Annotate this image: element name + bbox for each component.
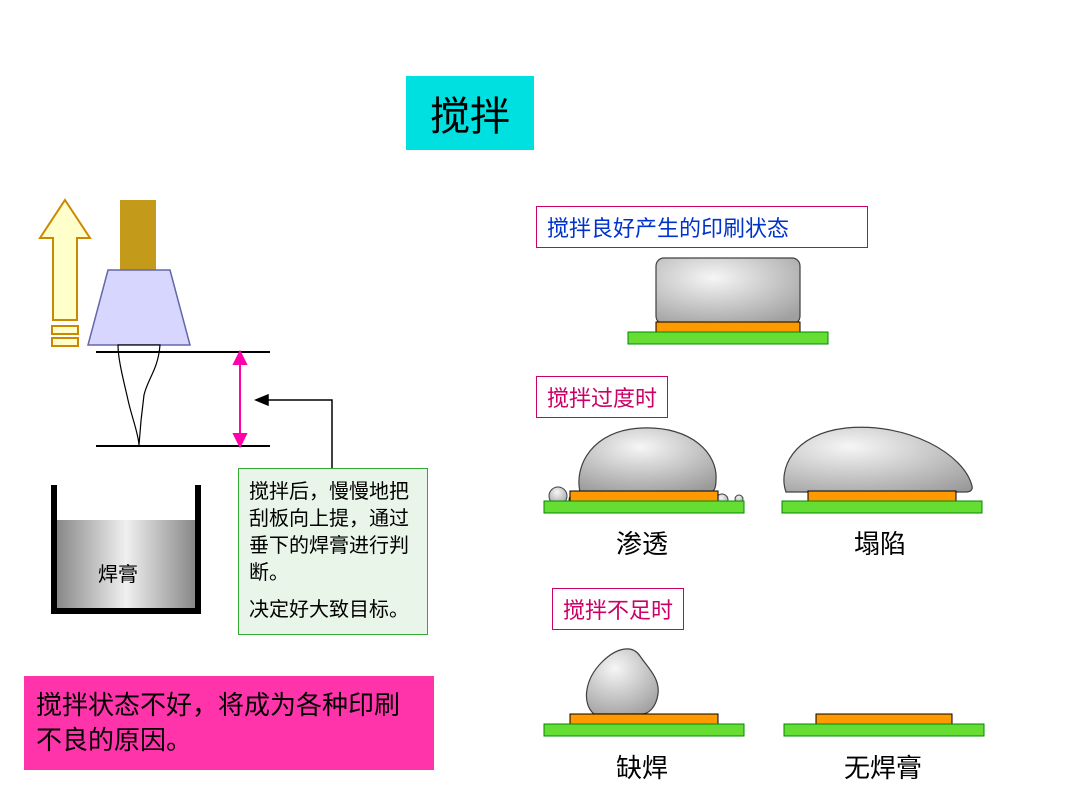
under-left-base (544, 724, 744, 736)
sample-over-left (532, 410, 762, 520)
jar-label: 焊膏 (98, 558, 138, 587)
section-good-text: 搅拌良好产生的印刷状态 (547, 216, 789, 241)
over-left-base (544, 501, 744, 513)
pointer-arrow (256, 395, 332, 468)
over-right-blob (784, 427, 972, 492)
stirring-tool (88, 200, 190, 445)
under-right-base (784, 724, 984, 736)
section-under-text: 搅拌不足时 (563, 598, 673, 623)
section-over-text: 搅拌过度时 (547, 386, 657, 411)
vertical-dimension-arrow (234, 352, 246, 446)
label-under-left: 缺焊 (616, 748, 668, 785)
green-note-line2: 决定好大致目标。 (249, 597, 417, 624)
up-arrow-icon (40, 200, 90, 346)
sample-good (608, 244, 848, 354)
good-paste-block (656, 258, 800, 324)
over-left-blob (579, 428, 716, 492)
sample-under-right (772, 692, 1002, 742)
green-note-line1: 搅拌后，慢慢地把刮板向上提，通过垂下的焊膏进行判断。 (249, 479, 417, 587)
sample-under-left (532, 622, 762, 742)
solder-paste-jar (51, 485, 201, 611)
good-base (628, 332, 828, 344)
summary-text: 搅拌状态不好，将成为各种印刷不良的原因。 (36, 690, 400, 755)
summary-warning-box: 搅拌状态不好，将成为各种印刷不良的原因。 (24, 676, 434, 770)
label-over-left: 渗透 (616, 524, 668, 561)
label-under-right: 无焊膏 (844, 748, 922, 785)
green-instruction-note: 搅拌后，慢慢地把刮板向上提，通过垂下的焊膏进行判断。 决定好大致目标。 (238, 468, 428, 635)
label-over-right: 塌陷 (854, 524, 906, 561)
under-left-blob (586, 649, 658, 714)
section-good-box: 搅拌良好产生的印刷状态 (536, 206, 868, 248)
sample-over-right (768, 410, 1008, 520)
over-right-base (782, 501, 982, 513)
